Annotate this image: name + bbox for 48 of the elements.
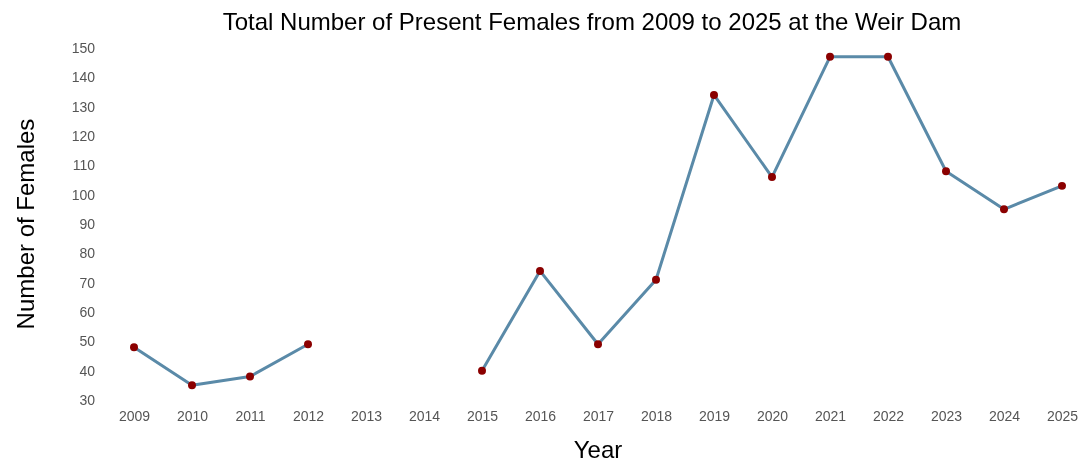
x-tick-label: 2015 [466,407,499,424]
y-tick-label: 50 [79,333,96,350]
y-tick-label: 100 [71,186,96,203]
point [884,52,892,61]
point [942,167,950,176]
point [826,52,834,61]
point [710,90,718,99]
point [246,372,254,381]
x-tick-label: 2019 [698,407,731,424]
x-tick-label: 2016 [524,407,557,424]
point [188,381,196,390]
point [768,173,776,182]
y-tick-label: 120 [71,127,96,144]
x-tick-label: 2018 [640,407,673,424]
x-tick-label: 2020 [756,407,789,424]
x-tick-label: 2014 [408,407,441,424]
y-tick-label: 30 [79,391,96,408]
y-axis-title: Number of Females [12,118,39,330]
point [130,343,138,352]
y-tick-label: 110 [72,157,96,174]
y-tick-label: 130 [71,98,96,115]
x-tick-label: 2021 [814,407,847,424]
y-tick-label: 70 [79,274,96,291]
x-tick-label: 2023 [930,407,963,424]
point [652,275,660,284]
x-tick-label: 2017 [582,407,615,424]
y-tick-label: 90 [79,215,96,232]
point [478,366,486,375]
x-tick-label: 2025 [1046,407,1079,424]
point [594,340,602,349]
x-tick-label: 2010 [176,407,209,424]
x-axis-title: Year [573,436,623,463]
y-tick-label: 150 [71,39,96,56]
point [1000,205,1008,214]
y-tick-label: 80 [79,245,96,262]
point [536,266,544,275]
x-tick-label: 2024 [988,407,1021,424]
point [1058,181,1066,190]
x-tick-label: 2013 [350,407,383,424]
y-tick-label: 140 [71,69,96,86]
point [304,340,312,349]
x-tick-label: 2011 [235,407,266,424]
x-tick-label: 2012 [292,407,325,424]
x-tick-label: 2009 [118,407,151,424]
x-tick-label: 2022 [872,407,905,424]
chart-title: Total Number of Present Females from 2009 to 2025 at the Weir Dam [222,8,962,35]
y-tick-label: 60 [79,303,96,320]
y-tick-label: 40 [79,362,96,379]
